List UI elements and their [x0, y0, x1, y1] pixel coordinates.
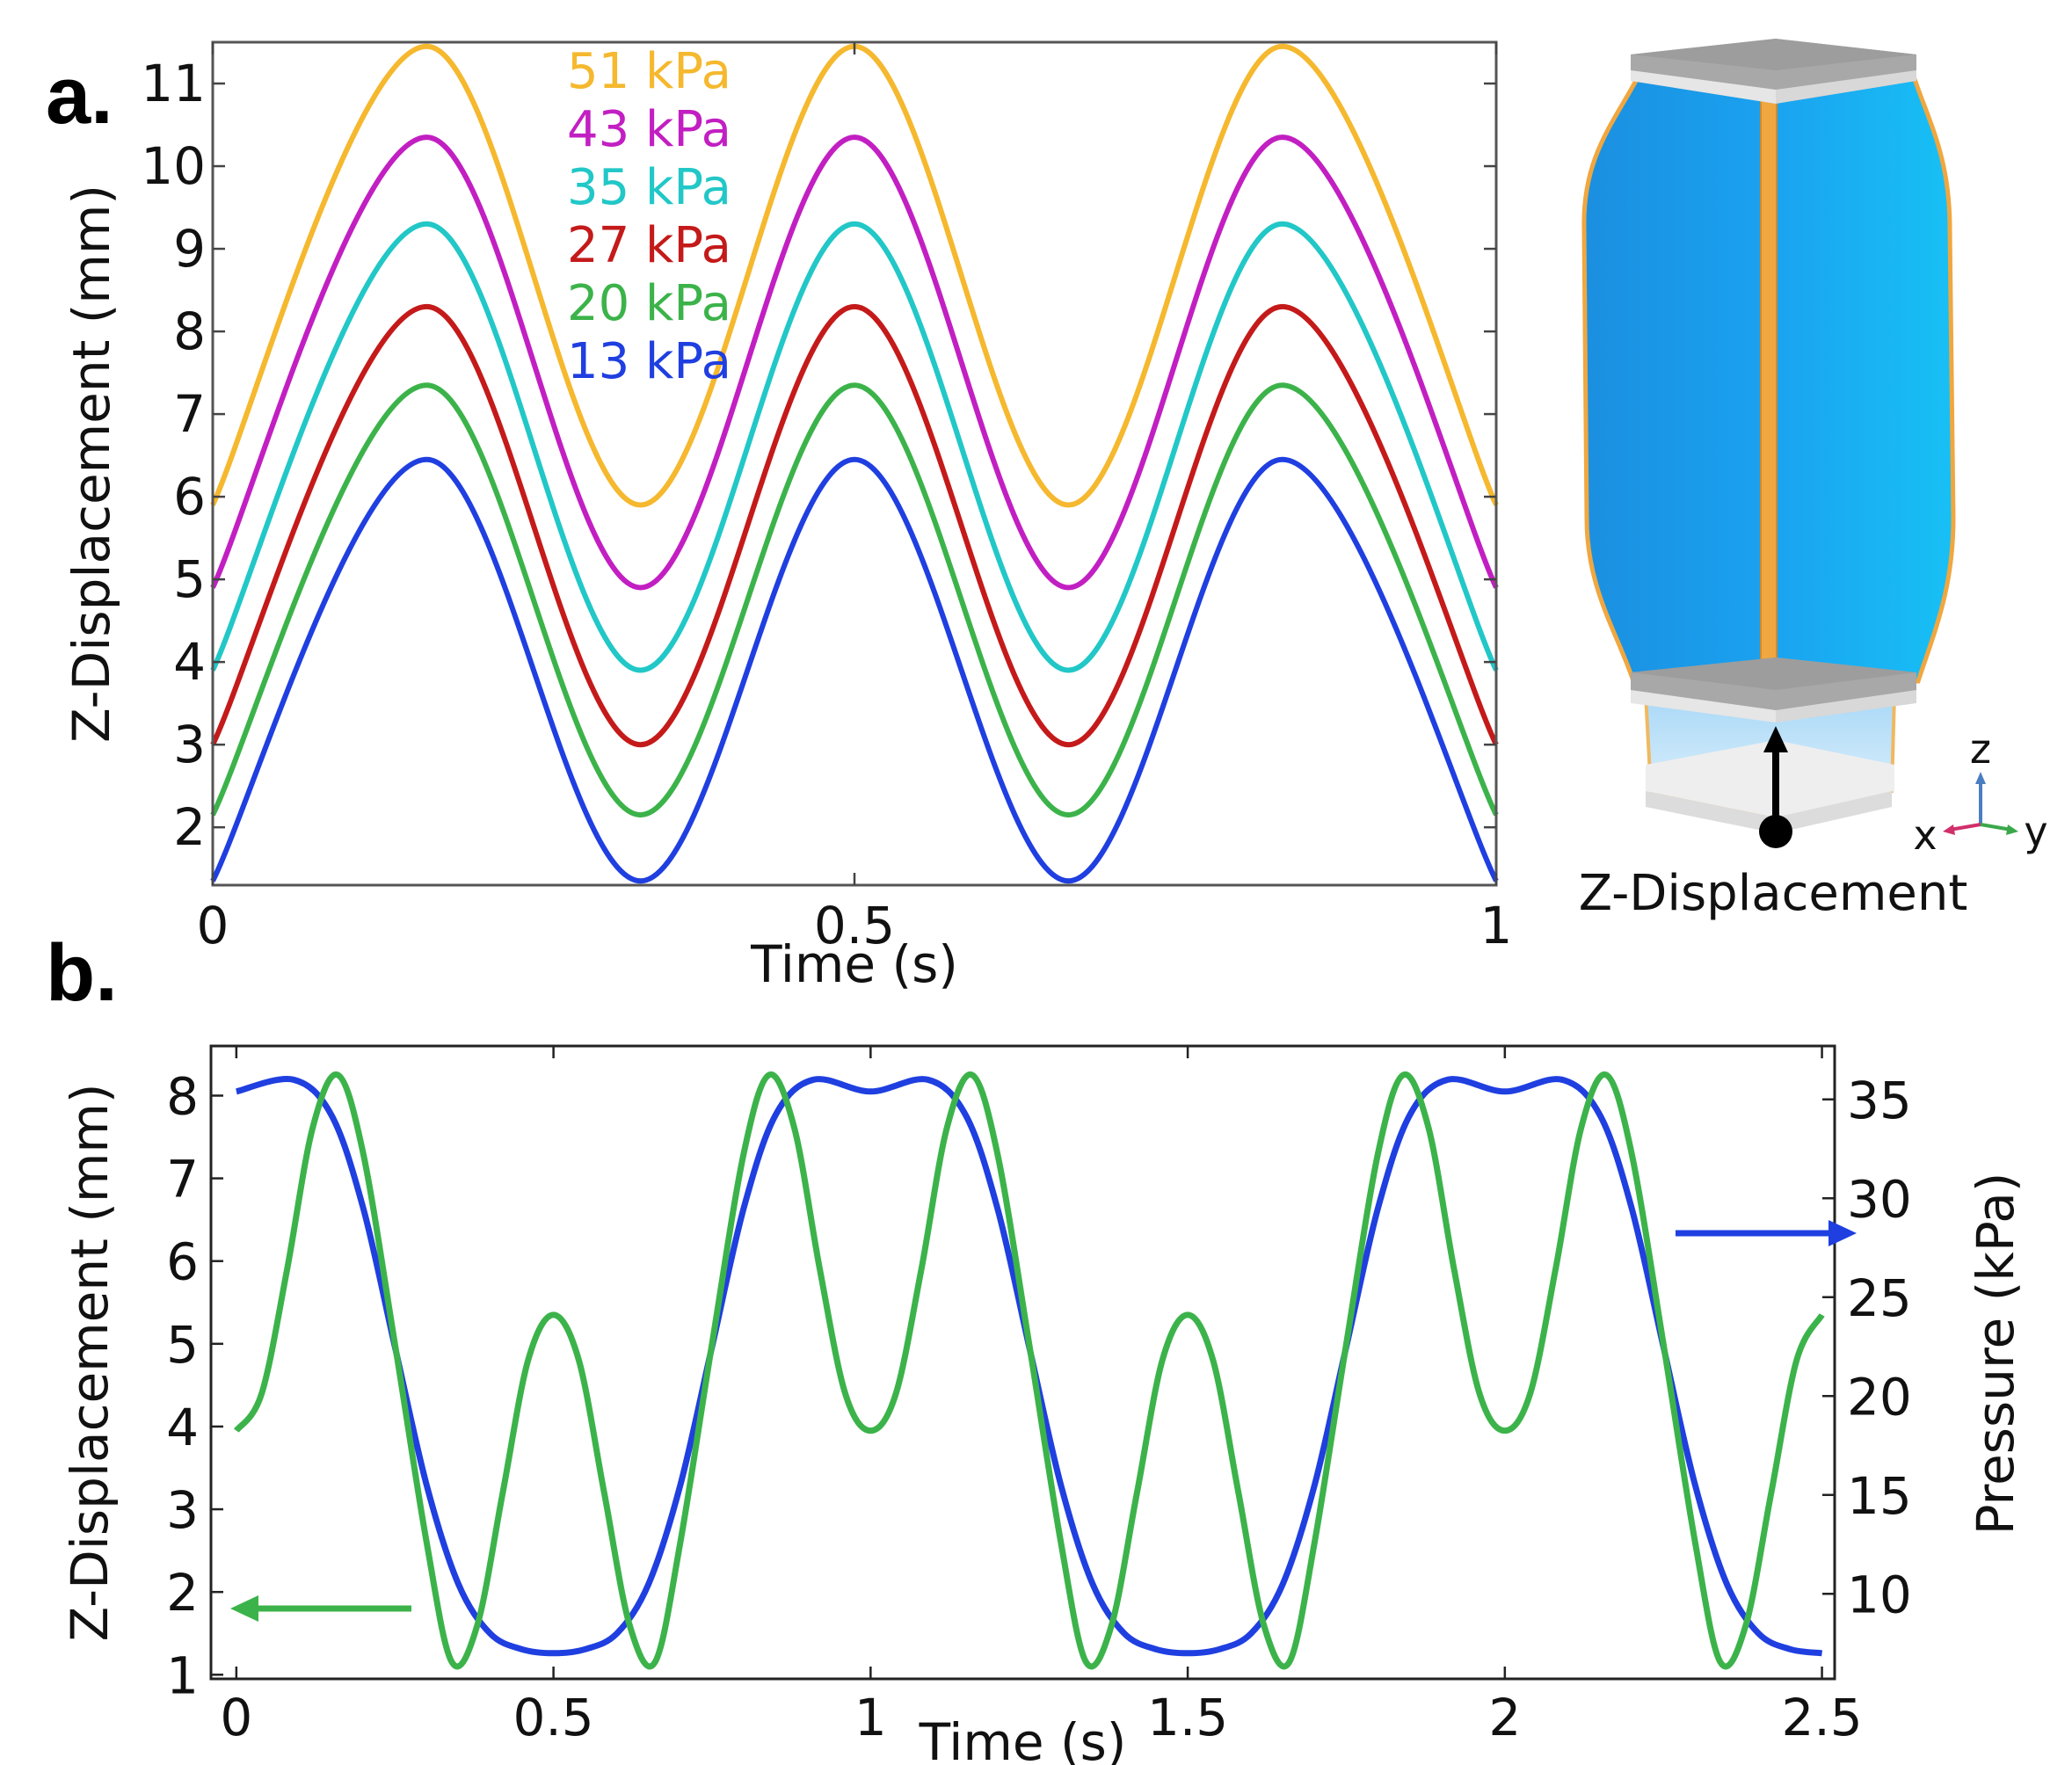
chart-a-legend-entry: 43 kPa: [567, 101, 731, 158]
chart-b-x-tick-label: 0: [220, 1688, 252, 1747]
chart-a-y-tick-label: 4: [173, 632, 206, 692]
chart-a-y-tick-label: 3: [173, 715, 206, 774]
chart-b-y-tick-label: 3: [166, 1480, 199, 1540]
chart-a-y-tick-label: 8: [173, 301, 206, 361]
chart-b-y-tick-label: 4: [166, 1398, 199, 1457]
chart-b-x-tick-label: 2: [1488, 1688, 1521, 1747]
chart-a-y-axis-label: Z-Displacement (mm): [62, 185, 121, 743]
chart-a-y-tick-label: 5: [173, 549, 206, 609]
chart-b-y2-tick-label: 35: [1847, 1071, 1912, 1130]
chart-b-y2-tick-label: 25: [1847, 1268, 1912, 1328]
chart-b-x-tick-label: 1.5: [1147, 1688, 1228, 1747]
z-displacement-caption: Z-Displacement: [1579, 865, 1968, 922]
chart-b-y2-tick-label: 20: [1847, 1367, 1912, 1427]
chart-a-series-line-0: [210, 43, 1499, 508]
axis-label-z: z: [1970, 725, 1991, 773]
chart-a-y-tick-label: 9: [173, 219, 206, 279]
chart-a-plot-frame: [211, 40, 1498, 887]
chart-b-y-tick-label: 5: [166, 1315, 199, 1375]
chart-a-legend-entry: 27 kPa: [567, 217, 731, 274]
chart-a-series-lines: [210, 43, 1499, 884]
chart-a-y-tick-label: 10: [141, 136, 206, 196]
right-axis-arrow: [1676, 1220, 1857, 1246]
actuator-3d-model: z x y Z-Displacement: [1579, 39, 2048, 922]
axis-label-x: x: [1913, 811, 1937, 859]
chart-b: 1 2 3 4 5 6 7 8 10 15 20 25 30 35 0 0.5 1 1.5 2 2.5 Time (s…: [60, 1044, 2025, 1765]
chart-b-y-axis-label: Z-Displacement (mm): [60, 1083, 120, 1641]
panel-label-a: a.: [46, 51, 113, 141]
chart-b-y2-tick-label: 15: [1847, 1466, 1912, 1526]
bottom-cap: [1631, 657, 1916, 723]
chart-a-y-tick-label: 6: [173, 467, 206, 527]
chart-a-legend-entry: 51 kPa: [567, 43, 731, 100]
left-axis-arrow: [230, 1595, 411, 1622]
chart-a-legend-entry: 13 kPa: [567, 333, 731, 390]
chart-a-ticks: 2 3 4 5 6 7 8 9 10 11 0 0.5 1: [141, 42, 1512, 955]
chart-b-x-tick-label: 2.5: [1781, 1688, 1862, 1747]
chart-b-y2-axis-label: Pressure (kPa): [1966, 1173, 2025, 1536]
panel-label-b: b.: [46, 928, 118, 1018]
chart-b-y-tick-label: 7: [166, 1150, 199, 1209]
chart-a-x-tick-label: 0: [197, 896, 229, 955]
chart-b-y-tick-label: 2: [166, 1563, 199, 1623]
chart-a-x-axis-label: Time (s): [750, 934, 958, 994]
chart-a-y-tick-label: 11: [141, 54, 206, 113]
chart-b-y-tick-label: 8: [166, 1066, 199, 1126]
coordinate-axes: z x y: [1913, 725, 2047, 859]
chart-b-y2-tick-label: 10: [1847, 1565, 1912, 1624]
chart-b-x-tick-label: 1: [854, 1688, 887, 1747]
chart-a-legend-entry: 20 kPa: [567, 275, 731, 332]
chart-b-x-axis-label: Time (s): [919, 1712, 1127, 1765]
displacement-arrow: [1759, 726, 1792, 848]
chart-a-series-line-3: [210, 303, 1499, 748]
chart-a-series-line-4: [210, 382, 1499, 818]
chart-b-x-tick-label: 0.5: [513, 1688, 593, 1747]
chart-a-x-tick-label: 1: [1480, 896, 1513, 955]
chart-a-legend-entry: 35 kPa: [567, 159, 731, 216]
chart-a-y-tick-label: 2: [173, 797, 206, 857]
chart-b-y-tick-label: 1: [166, 1645, 199, 1705]
chart-a-series-line-5: [210, 456, 1499, 884]
chart-b-y2-tick-label: 30: [1847, 1169, 1912, 1229]
chart-b-series-lines: [234, 1071, 1825, 1670]
chart-a-series-line-1: [210, 134, 1499, 591]
axis-label-y: y: [2024, 808, 2047, 855]
reinforcement-rib: [1760, 96, 1778, 678]
chart-a-series-line-2: [210, 221, 1499, 673]
chart-b-ticks: 1 2 3 4 5 6 7 8 10 15 20 25 30 35 0 0.5 1 1.5 2 2.5: [166, 1044, 1912, 1747]
chart-b-y-tick-label: 6: [166, 1232, 199, 1292]
chart-b-series-line-1: [234, 1071, 1825, 1670]
lower-chamber: [1643, 693, 1897, 833]
chart-a-x-tick-label: 0.5: [814, 896, 895, 955]
top-cap: [1631, 39, 1916, 104]
chart-b-plot-frame: [209, 1044, 1836, 1681]
chart-a-y-tick-label: 7: [173, 384, 206, 444]
chart-b-series-line-0: [236, 1076, 1823, 1657]
